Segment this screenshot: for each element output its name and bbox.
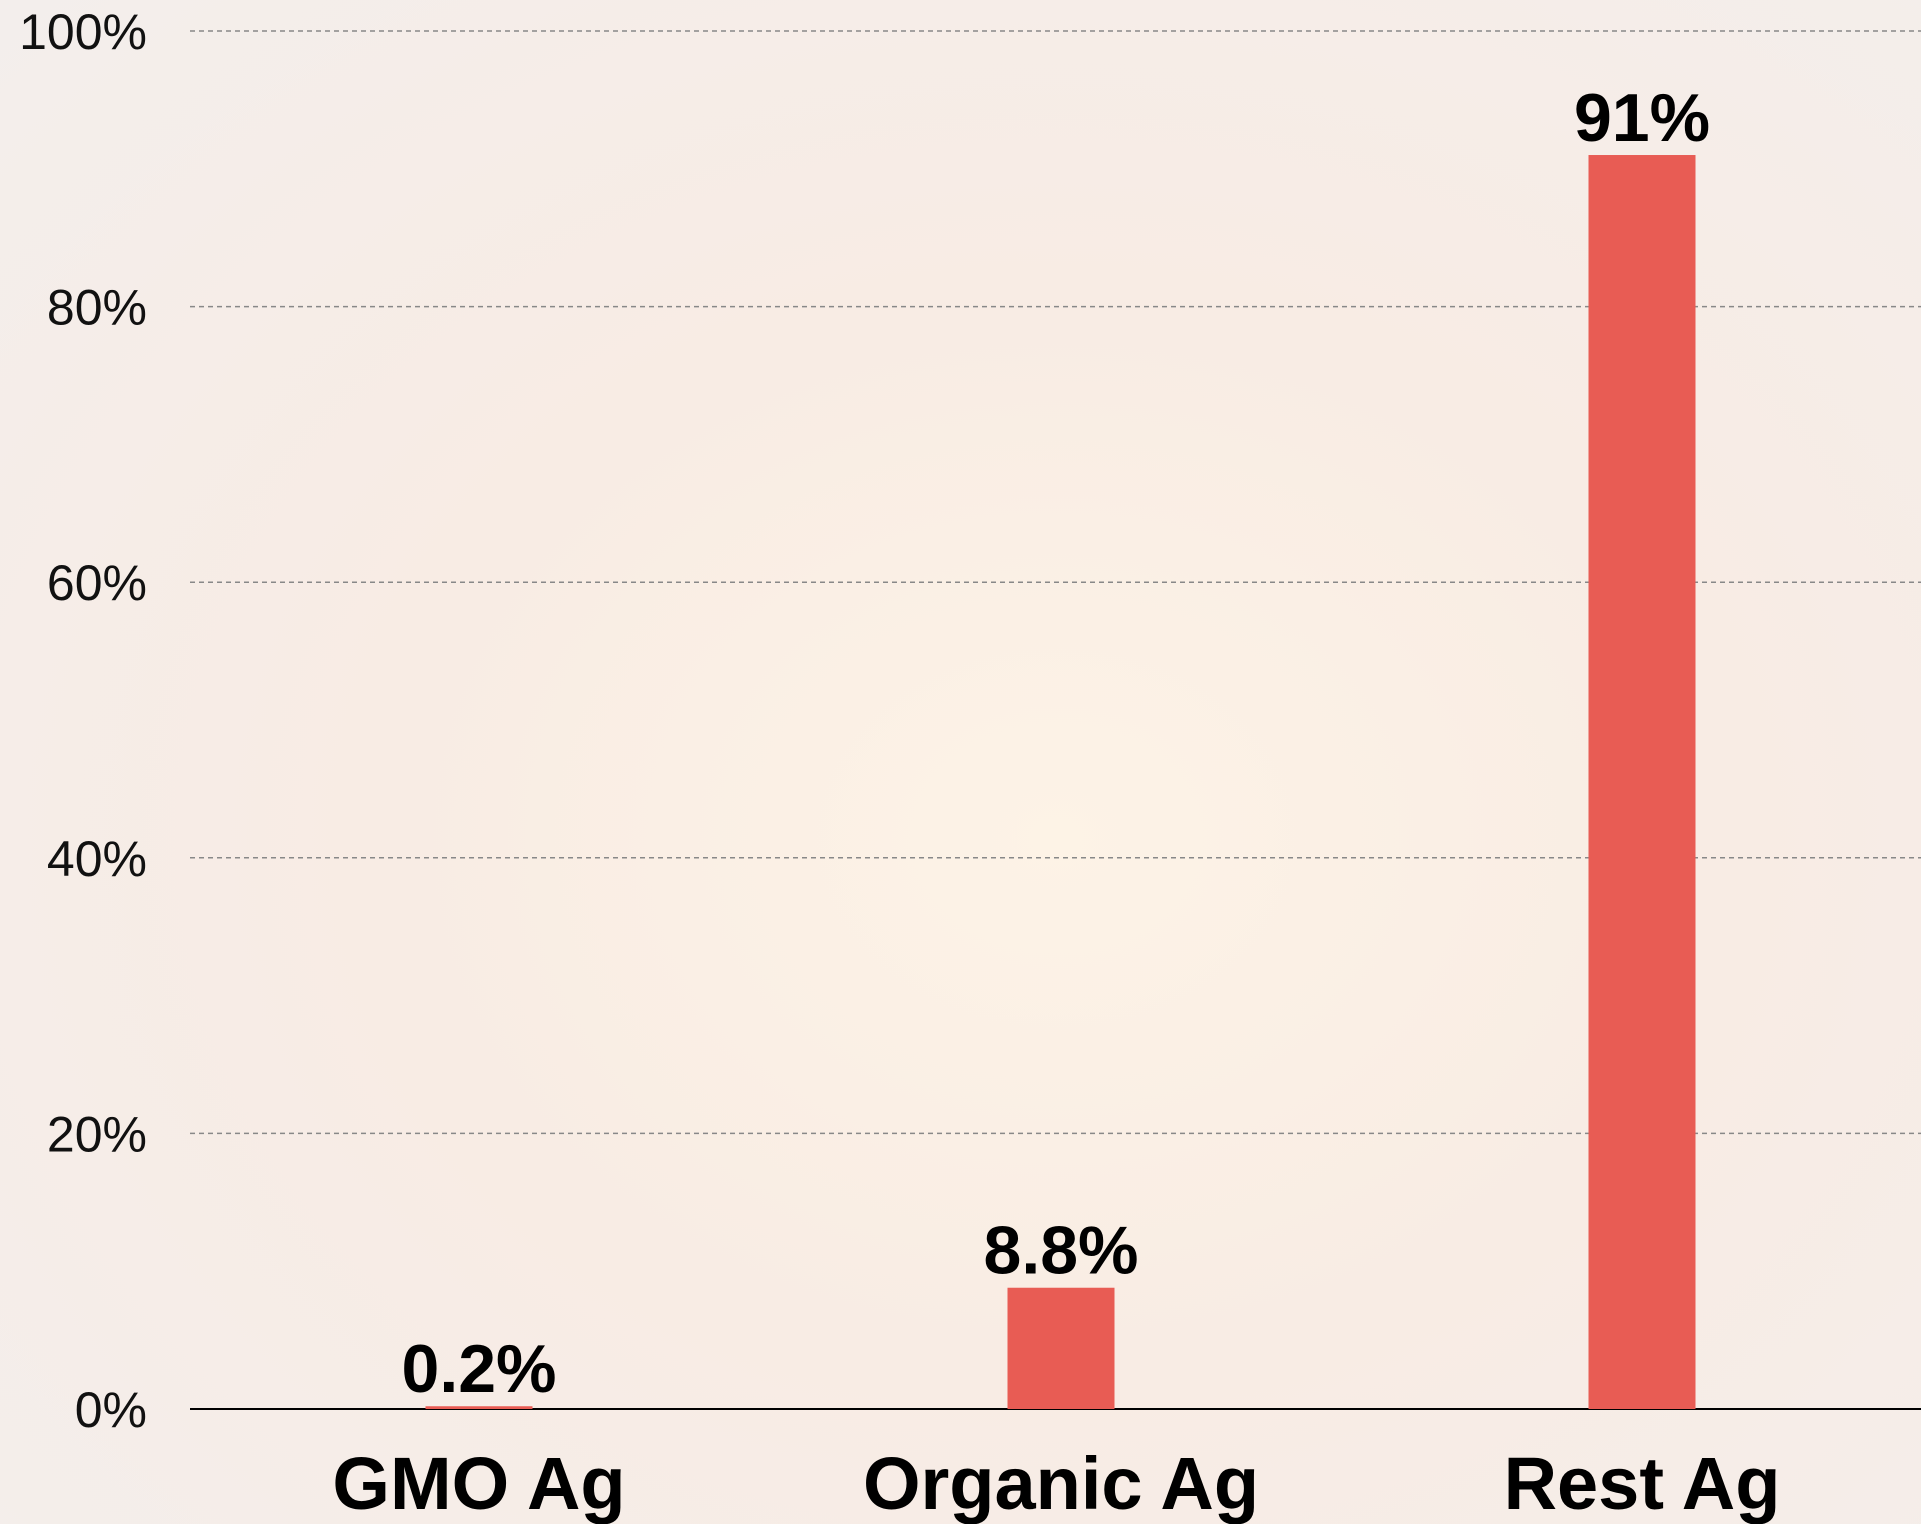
y-tick-label: 20%	[47, 1106, 147, 1162]
y-tick-label: 40%	[47, 831, 147, 887]
x-tick-label: Rest Ag	[1504, 1442, 1781, 1524]
y-tick-label: 60%	[47, 555, 147, 611]
value-label: 0.2%	[402, 1331, 557, 1407]
bar	[1007, 1287, 1115, 1409]
x-tick-label: Organic Ag	[863, 1442, 1259, 1524]
y-tick-label: 80%	[47, 280, 147, 336]
bar	[425, 1406, 533, 1409]
y-tick-label: 100%	[19, 4, 147, 60]
value-label: 91%	[1574, 80, 1710, 156]
x-tick-label: GMO Ag	[332, 1442, 625, 1524]
y-tick-label: 0%	[75, 1382, 147, 1438]
value-label: 8.8%	[984, 1213, 1139, 1289]
bar	[1588, 155, 1696, 1409]
